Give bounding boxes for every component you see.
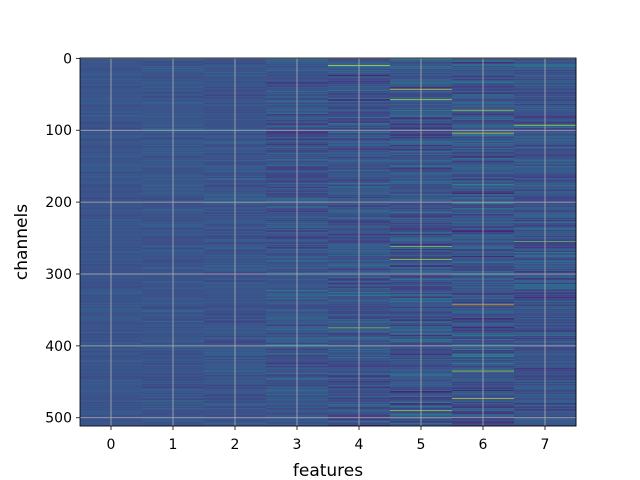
y-tick-label: 100 <box>45 123 72 139</box>
x-tick-label: 5 <box>417 437 426 453</box>
x-axis-ticks: 0 1 2 3 4 5 6 7 <box>107 426 550 453</box>
plot-area <box>79 57 577 427</box>
y-tick-label: 0 <box>63 51 72 67</box>
x-tick-label: 7 <box>541 437 550 453</box>
y-tick-label: 200 <box>45 195 72 211</box>
y-tick-label: 500 <box>45 411 72 427</box>
x-tick-label: 1 <box>169 437 178 453</box>
y-tick-label: 400 <box>45 339 72 355</box>
x-tick-label: 6 <box>479 437 488 453</box>
x-axis-title: features <box>293 461 363 480</box>
grid-lines <box>80 57 576 426</box>
y-axis-title: channels <box>12 204 32 280</box>
y-axis-ticks: 0 100 200 300 400 500 <box>45 51 80 427</box>
x-tick-label: 4 <box>355 437 364 453</box>
y-tick-label: 300 <box>45 267 72 283</box>
axes-frame <box>79 57 577 427</box>
x-tick-label: 0 <box>107 437 116 453</box>
heatmap-cells <box>80 58 577 427</box>
x-tick-label: 3 <box>293 437 302 453</box>
x-tick-label: 2 <box>231 437 240 453</box>
